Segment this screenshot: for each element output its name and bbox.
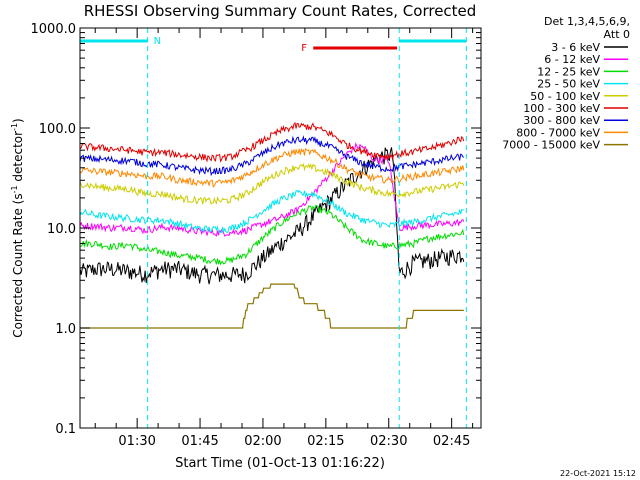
svg-text:Corrected Count Rate (s-1 dete: Corrected Count Rate (s-1 detector-1): [10, 118, 25, 337]
y-tick-label: 1.0: [55, 322, 76, 337]
series-layer: [79, 121, 465, 329]
series-line-800-7000-kev: [79, 147, 465, 188]
x-tick-label: 02:00: [244, 434, 281, 449]
night-label: N: [154, 36, 161, 47]
legend-label-300-800-kev: 300 - 800 keV: [523, 114, 600, 127]
x-tick-label: 02:30: [370, 434, 407, 449]
y-tick-label: 0.1: [55, 422, 76, 437]
legend-label-6-12-kev: 6 - 12 keV: [544, 53, 600, 66]
x-tick-label: 02:15: [307, 434, 344, 449]
y-tick-label: 10.0: [47, 222, 76, 237]
legend-header-line1: Det 1,3,4,5,6,9,: [544, 15, 630, 28]
y-label-end: ): [11, 118, 25, 123]
y-label-mid: detector: [11, 131, 25, 186]
series-line-12-25-kev: [79, 204, 465, 266]
axes-layer: 0.1 1.0 10.0 100.0 1000.0 01:30 01:45 02:00 02:1…: [31, 22, 482, 449]
series-line-6-12-kev: [79, 142, 465, 237]
legend-label-25-50-kev: 25 - 50 keV: [537, 78, 600, 91]
y-axis-label: Corrected Count Rate (s-1 detector-1): [10, 118, 25, 337]
series-line-300-800-kev: [79, 135, 465, 177]
legend-header-line2: Att 0: [604, 28, 630, 41]
y-label-main: Corrected Count Rate (s: [11, 193, 25, 337]
legend-label-12-25-kev: 12 - 25 keV: [537, 65, 600, 78]
x-tick-label: 01:30: [118, 434, 155, 449]
y-label-sup2: -1: [10, 123, 19, 131]
series-line-100-300-kev: [79, 121, 465, 163]
legend-label-7000-15000-kev: 7000 - 15000 keV: [502, 139, 600, 152]
timestamp: 22-Oct-2021 15:12: [560, 469, 636, 478]
chart-title: RHESSI Observing Summary Count Rates, Co…: [84, 2, 477, 20]
x-tick-label: 01:45: [181, 434, 218, 449]
legend-label-800-7000-kev: 800 - 7000 keV: [516, 126, 600, 139]
flare-label: F: [301, 43, 307, 54]
y-tick-label: 100.0: [39, 122, 76, 137]
series-line-3-6-kev: [79, 147, 465, 285]
y-label-sup1: -1: [10, 185, 19, 193]
series-line-25-50-kev: [79, 189, 464, 234]
y-tick-label: 1000.0: [31, 22, 77, 37]
series-line-50-100-kev: [79, 162, 465, 205]
x-axis-label: Start Time (01-Oct-13 01:16:22): [175, 456, 385, 471]
x-tick-label: 02:45: [433, 434, 470, 449]
legend-label-3-6-kev: 3 - 6 keV: [551, 41, 600, 54]
series-line-7000-15000-kev: [80, 283, 464, 329]
legend-label-100-300-kev: 100 - 300 keV: [523, 102, 600, 115]
legend-label-50-100-kev: 50 - 100 keV: [530, 90, 600, 103]
